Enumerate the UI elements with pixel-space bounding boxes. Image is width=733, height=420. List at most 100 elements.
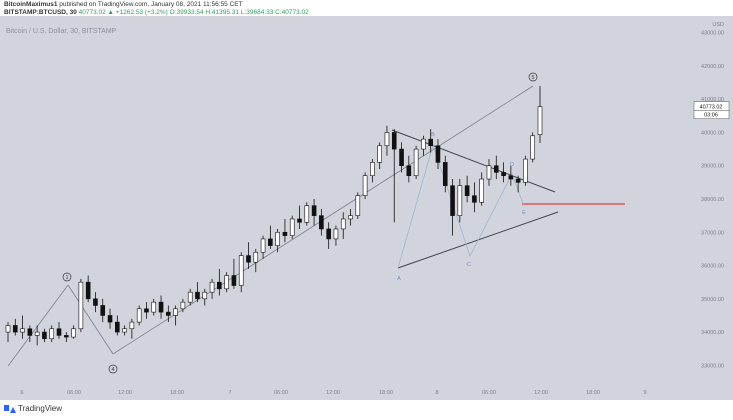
price-tick-label: 34000.00 [701,330,724,336]
triangle-point-label: B [431,132,435,138]
wave-label-text: 5 [531,75,534,81]
publish-info: BitcoinMaximus1 published on TradingView… [4,1,243,9]
triangle-point-label: C [467,262,471,268]
candle-up [413,148,419,177]
candle-down [319,215,324,230]
time-tick-label: 6 [20,390,23,396]
candle-up [71,328,76,338]
price-tick-label: 33000.00 [701,363,724,369]
candle-down [311,205,317,216]
candle-up [304,205,310,223]
author-name[interactable]: BitcoinMaximus1 [4,1,58,8]
candle-down [12,325,18,333]
candle-up [340,218,346,230]
candle-up [187,291,193,303]
price-tick-label: 41000.00 [701,97,724,103]
triangle-upper-line [391,129,556,193]
symbol-info: BITSTAMP:BTCUSD, 30 40773.02 ▲ +1262.53 … [4,9,309,17]
wave-label-text: 1 [65,275,68,281]
candle-down [442,162,448,186]
time-tick-label: 18:00 [586,390,600,396]
candle-up [34,331,40,336]
time-tick-label: 7 [228,390,231,396]
time-tick-label: 06:00 [67,390,81,396]
candle-up [129,321,135,330]
candle-up [275,231,280,246]
countdown-box [693,110,730,119]
time-tick-label: 12:00 [534,390,548,396]
candle-down [508,175,514,180]
time-tick-label: 06:00 [274,390,288,396]
time-tick-label: 12:00 [326,390,340,396]
candle-up [457,185,463,216]
candle-up [384,132,390,147]
wave-line-1 [7,284,69,367]
candle-down [246,255,251,263]
candle-down [391,132,397,150]
price-tick-label: 35000.00 [701,297,724,303]
candle-up [209,281,215,293]
candle-up [370,162,375,177]
candle-up [530,135,536,160]
candle-down [217,281,222,290]
candles-layer [5,86,543,346]
candle-down [428,138,433,147]
candle-up [260,238,266,253]
time-tick-label: 06:00 [482,390,496,396]
time-axis[interactable]: 6 06:00 12:00 18:00 7 06:00 12:00 18:00 8 06:00 12… [20,390,646,396]
candle-up [253,251,259,263]
candle-up [180,301,186,310]
candle-down [399,148,404,167]
candle-up [523,158,528,183]
last-price-marker: 40773.02 03:06 [693,101,730,119]
candle-up [421,138,426,150]
candle-down [282,231,288,236]
ohlc-values: 40773.02 ▲ +1262.53 (+3.2%) O:39933.54 H… [78,9,309,16]
time-tick-label: 18:00 [170,390,184,396]
candle-down [100,305,106,316]
candle-down [93,298,98,306]
candle-up [151,301,157,313]
candle-up [362,175,368,196]
wave-line-2 [67,284,114,355]
triangle-point-label: D [510,162,514,168]
candle-up [78,281,84,330]
candle-up [173,308,178,316]
candle-up [202,291,208,300]
candle-up [224,275,229,290]
wave-label-circle [62,272,72,282]
candle-down [166,311,171,316]
candle-up [333,228,339,240]
candle-down [144,308,149,313]
symbol-name: BITSTAMP:BTCUSD, 30 [4,9,77,16]
candle-down [501,172,506,177]
wave-label-circle [108,364,118,374]
price-tick-label: 40000.00 [701,130,724,136]
candle-down [115,321,120,333]
chart-pane[interactable] [0,16,733,400]
publish-text: published on TradingView.com, January 08… [59,1,243,8]
candle-up [486,165,492,180]
price-axis[interactable]: 33000.00 34000.00 35000.00 36000.00 37000.00… [701,22,724,369]
candle-up [5,325,11,333]
price-chart[interactable]: Bitcoin / U.S. Dollar, 30, BITSTAMP 3300… [0,16,733,400]
candle-up [289,218,295,236]
triangle-wave-path [397,143,525,269]
candle-down [435,145,441,163]
candle-up [136,308,142,323]
tradingview-brand: TradingView [18,404,63,413]
candle-up [122,328,127,333]
candle-down [56,328,62,336]
candle-down [493,165,499,173]
tradingview-logo-icon [4,404,16,413]
wave-label-circle [528,72,538,82]
last-price-value: 40773.02 [700,105,723,111]
candle-down [107,315,113,323]
candle-up [49,328,55,340]
triangle-point-label: E [522,210,526,216]
tradingview-logo[interactable]: TradingView [4,404,62,413]
candle-up [238,255,244,286]
candle-up [355,195,361,216]
currency-label: USD [712,22,724,28]
wave-label-text: 4 [111,367,114,373]
